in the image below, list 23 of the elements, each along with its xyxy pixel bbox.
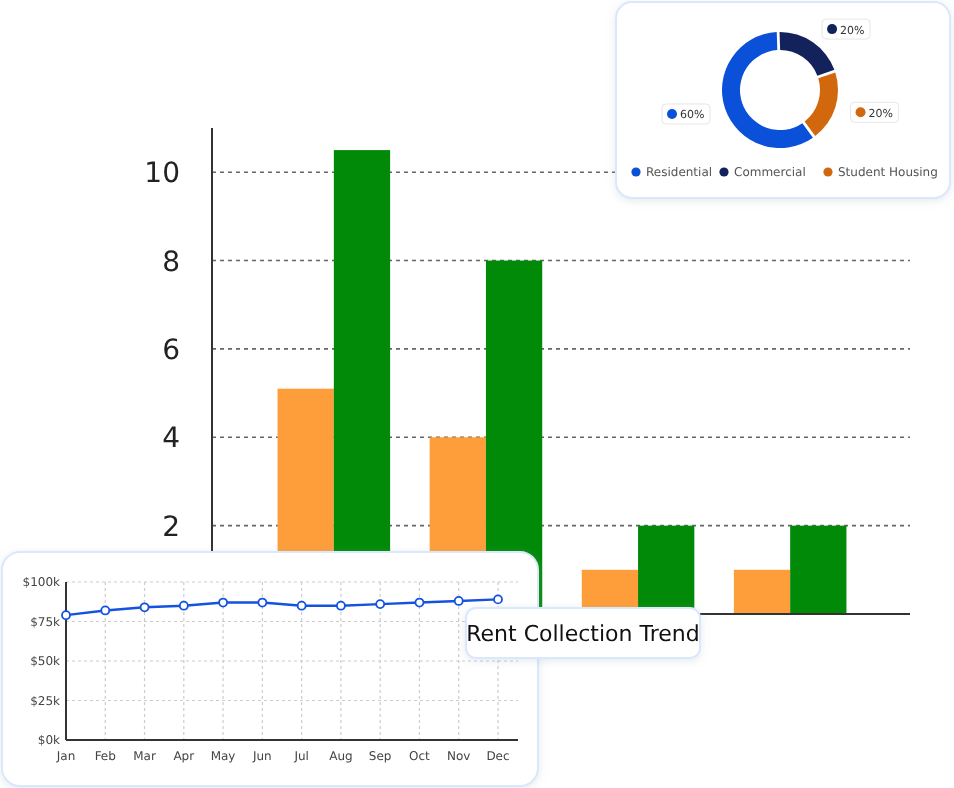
point bbox=[336, 600, 346, 611]
donut-slice bbox=[804, 72, 838, 137]
point bbox=[61, 610, 71, 621]
y-tick-label: 6 bbox=[162, 334, 181, 367]
point bbox=[414, 597, 425, 608]
point bbox=[178, 600, 189, 611]
donut-slice bbox=[722, 32, 813, 148]
y-tick-label: 10 bbox=[144, 158, 180, 191]
point bbox=[218, 597, 228, 608]
donut-slice bbox=[779, 32, 835, 76]
text: Rent Collection Trend bbox=[466, 621, 700, 647]
point bbox=[493, 594, 503, 605]
y-tick-label: 4 bbox=[162, 423, 181, 456]
point bbox=[139, 602, 150, 613]
bar bbox=[790, 525, 847, 614]
y-tick-label: 2 bbox=[162, 511, 180, 544]
point bbox=[100, 605, 111, 616]
point bbox=[453, 596, 464, 606]
bar bbox=[733, 569, 791, 614]
point bbox=[257, 597, 268, 608]
y-tick-label: 8 bbox=[162, 246, 180, 279]
point bbox=[375, 599, 386, 610]
point bbox=[296, 600, 307, 611]
